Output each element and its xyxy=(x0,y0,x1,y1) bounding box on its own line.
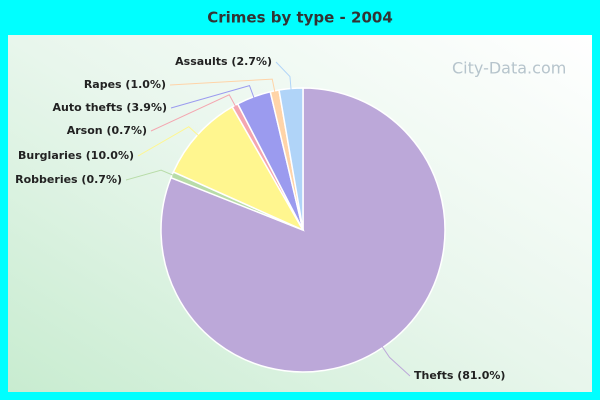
leader-line xyxy=(380,343,411,377)
leader-line xyxy=(169,78,276,95)
slice-label: Burglaries (10.0%) xyxy=(18,149,134,162)
leader-line xyxy=(125,169,177,181)
leader-line xyxy=(275,61,292,93)
leader-line xyxy=(170,84,256,109)
slice-label: Auto thefts (3.9%) xyxy=(52,101,167,114)
slice-label: Rapes (1.0%) xyxy=(84,78,166,91)
leader-line xyxy=(150,94,238,132)
slice-label: Assaults (2.7%) xyxy=(175,55,272,68)
slice-label: Thefts (81.0%) xyxy=(414,369,505,382)
chart-title: Crimes by type - 2004 xyxy=(207,9,393,27)
watermark: City-Data.com xyxy=(452,59,566,78)
leader-line xyxy=(137,126,201,157)
slice-label: Robberies (0.7%) xyxy=(15,173,122,186)
slice-label: Arson (0.7%) xyxy=(67,124,147,137)
